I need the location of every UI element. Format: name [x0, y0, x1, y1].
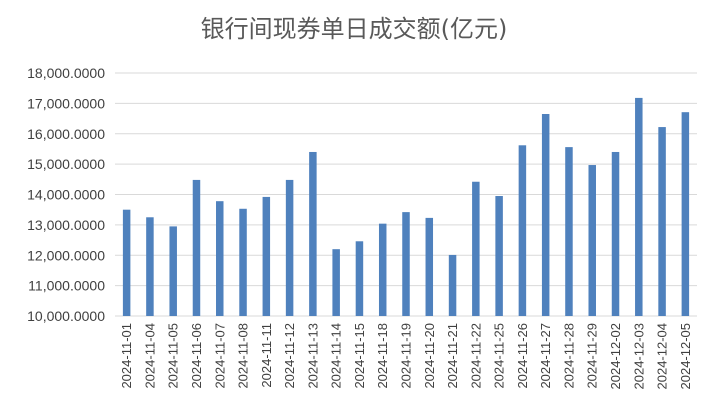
- x-tick-label: 2024-12-03: [631, 323, 646, 390]
- gridlines: [115, 72, 697, 317]
- bar-2024-12-04: [658, 127, 666, 316]
- x-axis: 2024-11-01 2024-11-04 2024-11-05 2024-11-06…: [119, 323, 693, 390]
- bar-2024-11-21: [448, 254, 457, 316]
- x-tick-label: 2024-11-08: [236, 323, 251, 389]
- bar-2024-11-01: [122, 209, 131, 316]
- x-tick-label: 2024-11-12: [282, 323, 297, 389]
- bar-2024-11-12: [285, 179, 294, 316]
- x-tick-label: 2024-11-25: [492, 323, 507, 389]
- bar-2024-11-11: [262, 196, 271, 316]
- x-tick-label: 2024-12-05: [678, 323, 693, 390]
- bar-2024-11-07: [216, 201, 224, 316]
- x-tick-label: 2024-11-18: [375, 323, 390, 389]
- bar-2024-12-03: [635, 97, 643, 316]
- bar-2024-11-28: [565, 147, 573, 316]
- y-tick-label: 14,000.0000: [27, 187, 105, 203]
- x-tick-label: 2024-11-15: [352, 323, 367, 389]
- bar-2024-11-14: [332, 249, 340, 316]
- x-tick-label: 2024-11-01: [119, 323, 134, 389]
- bars: [122, 97, 690, 316]
- x-tick-label: 2024-11-26: [515, 323, 530, 389]
- y-tick-label: 17,000.0000: [27, 95, 105, 111]
- x-tick-label: 2024-11-06: [189, 323, 204, 389]
- x-tick-label: 2024-12-02: [608, 323, 623, 390]
- x-tick-label: 2024-11-11: [259, 323, 274, 388]
- x-tick-label: 2024-11-28: [561, 323, 576, 389]
- x-tick-label: 2024-11-27: [538, 323, 553, 389]
- y-tick-label: 10,000.0000: [27, 308, 105, 324]
- x-tick-label: 2024-11-07: [212, 323, 227, 389]
- bar-2024-11-27: [541, 114, 550, 316]
- bar-2024-11-20: [425, 217, 434, 316]
- bar-2024-11-25: [495, 196, 503, 316]
- bar-2024-11-22: [472, 181, 480, 316]
- y-tick-label: 15,000.0000: [27, 156, 105, 172]
- y-axis: 10,000.0000 11,000.0000 12,000.0000 13,000.…: [27, 65, 105, 324]
- bar-2024-12-02: [611, 151, 620, 316]
- y-tick-label: 12,000.0000: [27, 247, 105, 263]
- y-tick-label: 16,000.0000: [27, 126, 105, 142]
- x-tick-label: 2024-12-04: [655, 323, 670, 390]
- bar-2024-11-08: [239, 208, 247, 316]
- x-tick-label: 2024-11-04: [142, 323, 157, 389]
- x-tick-label: 2024-11-29: [585, 323, 600, 389]
- x-tick-label: 2024-11-13: [305, 323, 320, 389]
- bar-2024-11-19: [402, 212, 410, 316]
- bar-2024-11-13: [309, 151, 317, 316]
- y-tick-label: 13,000.0000: [27, 217, 105, 233]
- x-tick-label: 2024-11-21: [445, 323, 460, 389]
- bar-2024-11-26: [518, 145, 527, 316]
- bar-2024-12-05: [681, 112, 690, 316]
- x-tick-label: 2024-11-14: [329, 323, 344, 389]
- bar-2024-11-18: [378, 223, 387, 316]
- bar-2024-11-05: [169, 226, 177, 316]
- bar-2024-11-04: [146, 217, 154, 316]
- chart-title: 银行间现券单日成交额(亿元): [201, 15, 508, 43]
- y-tick-label: 18,000.0000: [27, 65, 105, 81]
- bar-2024-11-15: [355, 241, 364, 316]
- x-tick-label: 2024-11-22: [468, 323, 483, 389]
- y-tick-label: 11,000.0000: [28, 278, 105, 294]
- x-tick-label: 2024-11-05: [166, 323, 181, 389]
- x-tick-label: 2024-11-19: [399, 323, 414, 389]
- bar-2024-11-29: [588, 165, 596, 316]
- x-tick-label: 2024-11-20: [422, 323, 437, 389]
- bar-2024-11-06: [192, 179, 201, 316]
